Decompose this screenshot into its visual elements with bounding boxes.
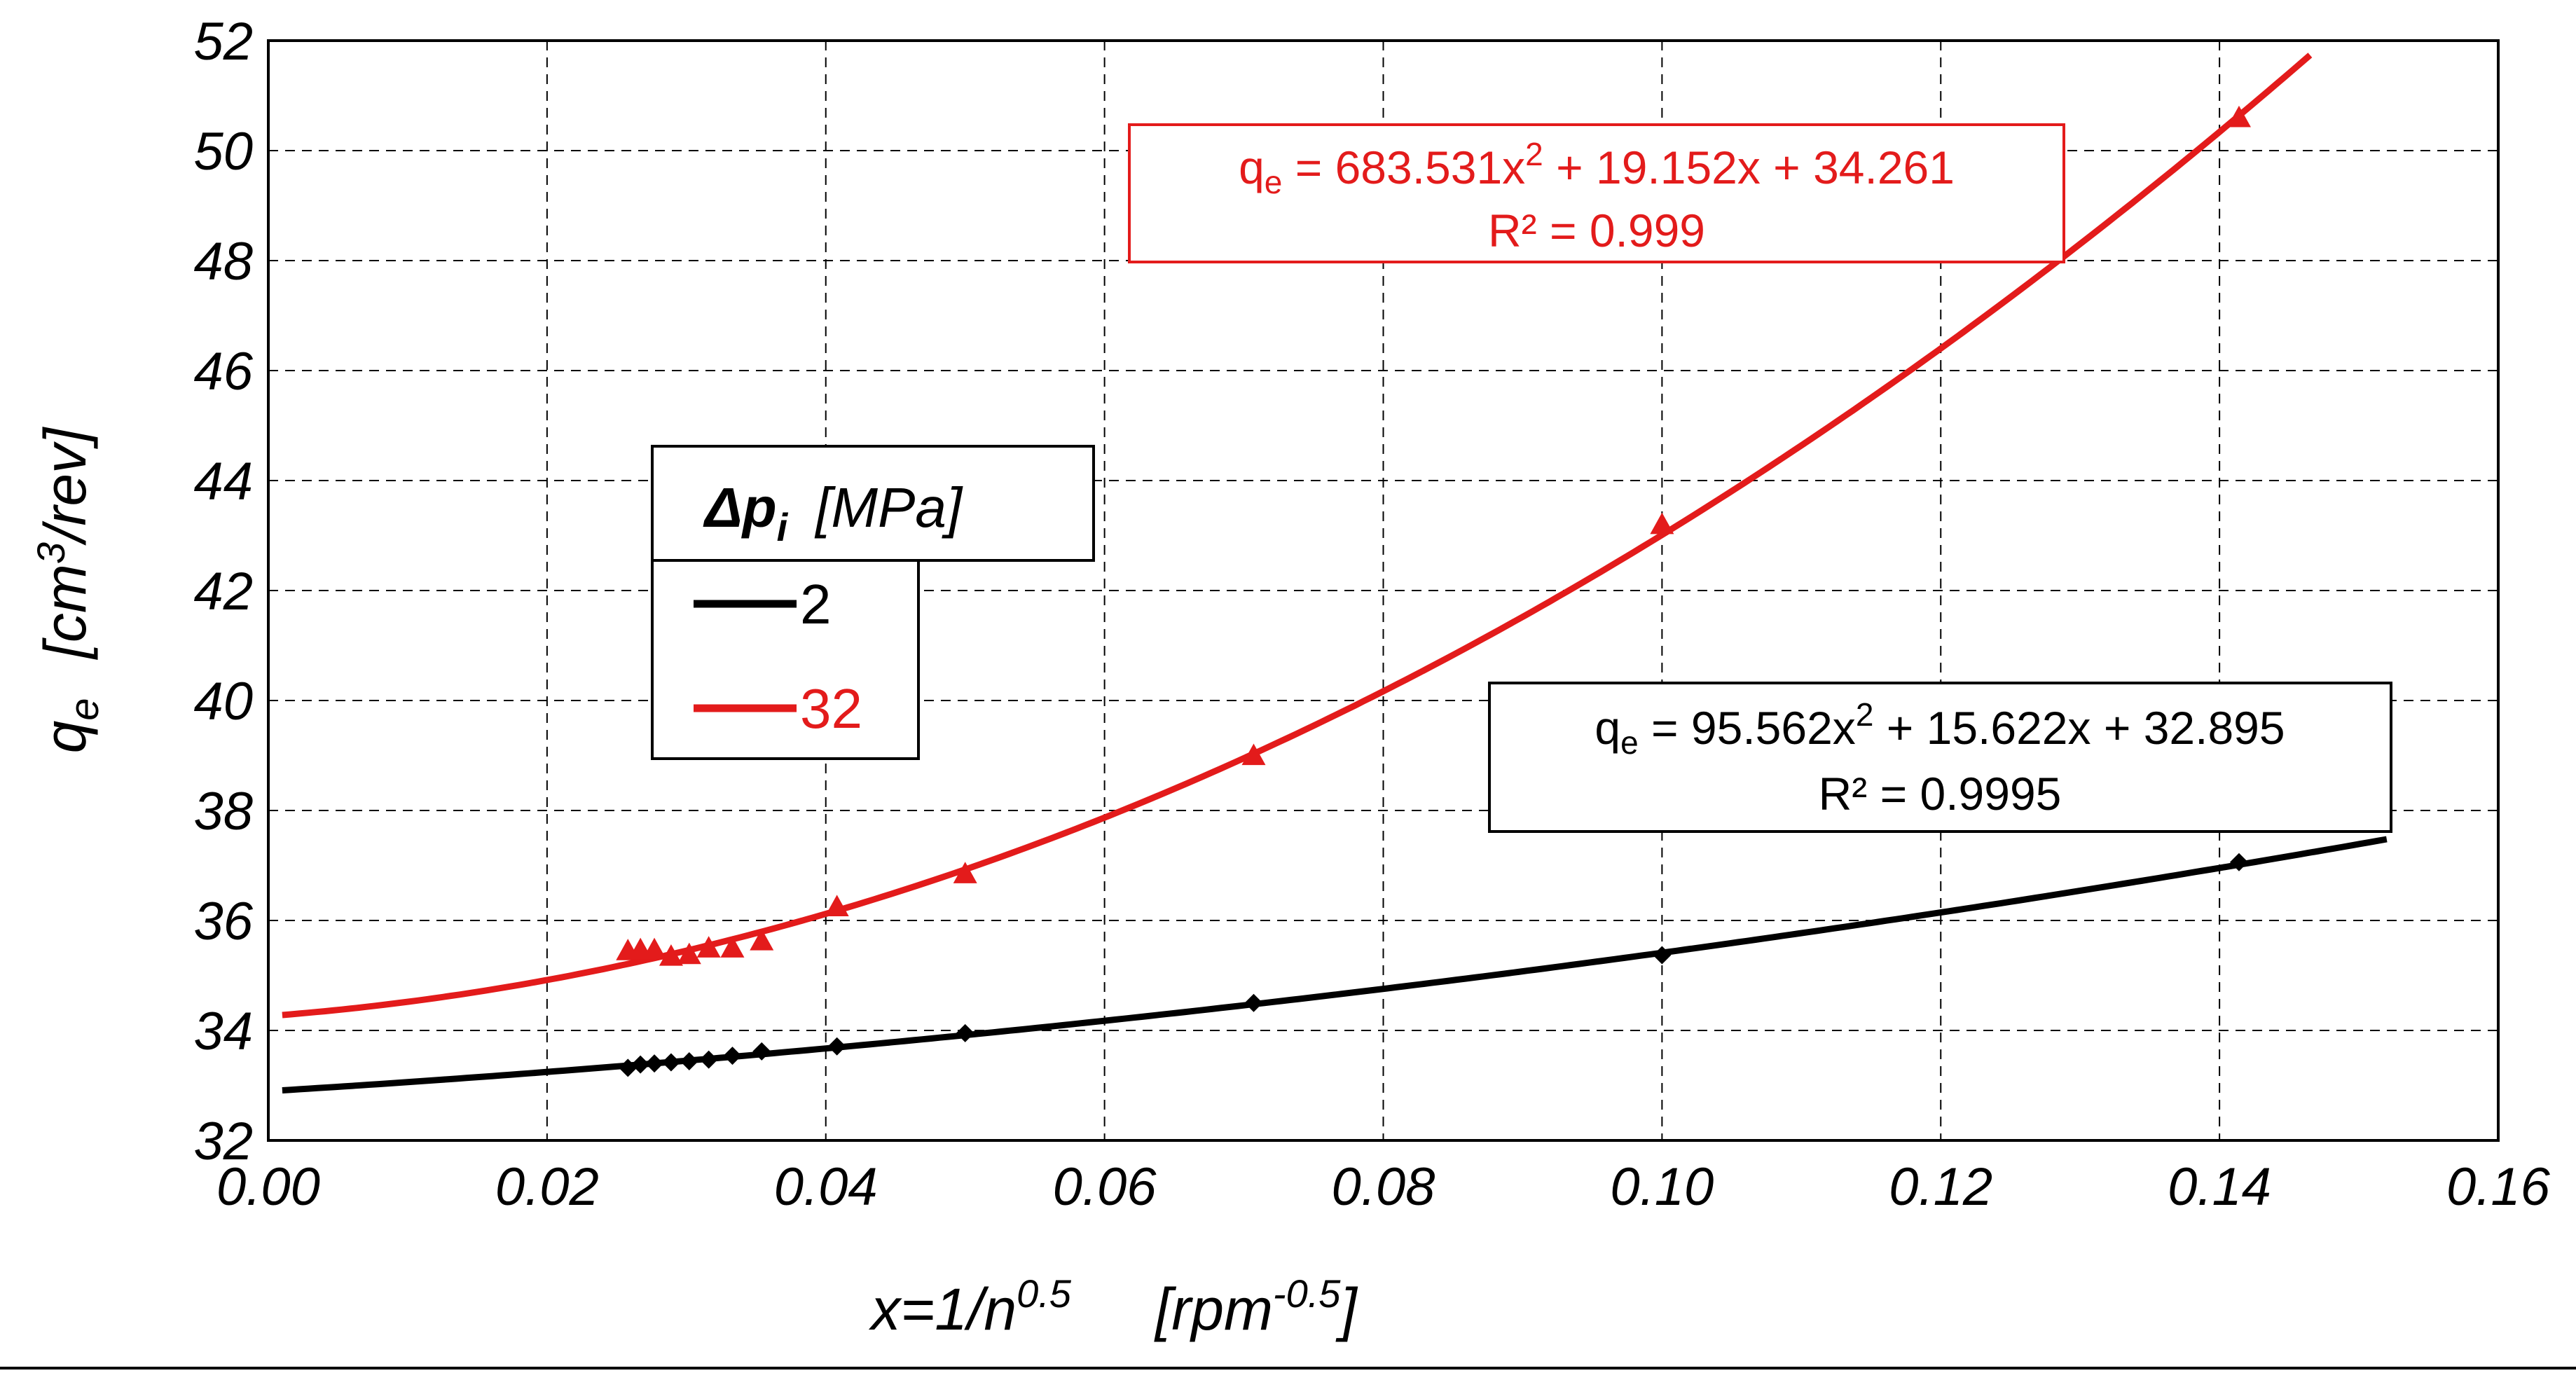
y-tick-label: 46 <box>193 342 253 401</box>
y-axis-symbol-sub: e <box>62 698 107 720</box>
eq32-mid: = 683.531x <box>1282 142 1525 193</box>
x-tick-label: 0.00 <box>216 1157 320 1217</box>
x-axis-unit-sup: -0.5 <box>1273 1271 1341 1316</box>
y-tick-label: 42 <box>193 562 253 621</box>
y-tick-label: 36 <box>193 892 253 951</box>
legend-label-32: 32 <box>800 677 862 740</box>
eq2-prefix: q <box>1594 702 1620 754</box>
data-point-32 <box>2226 105 2251 127</box>
y-tick-label: 44 <box>193 452 253 511</box>
eq32-suffix: + 19.152x + 34.261 <box>1543 142 1955 193</box>
x-tick-label: 0.04 <box>774 1157 878 1217</box>
y-tick-label: 38 <box>193 782 253 841</box>
data-point-32 <box>659 944 683 966</box>
y-axis-unit-prefix: [cm <box>32 564 98 660</box>
x-tick-label: 0.12 <box>1889 1157 1992 1217</box>
x-tick-labels: 0.00 0.02 0.04 0.06 0.08 0.10 0.12 0.14 0.16 <box>216 1157 2551 1217</box>
svg-text:qe[cm3/rev]: qe [cm3/rev] <box>29 427 107 753</box>
y-axis-label: qe [cm3/rev] <box>29 427 107 753</box>
y-tick-label: 40 <box>193 672 253 731</box>
equation-r2-32: R² = 0.999 <box>1488 205 1705 256</box>
fit-curve-32 <box>282 53 2313 1019</box>
data-point-32 <box>642 937 667 960</box>
x-tick-label: 0.02 <box>495 1157 599 1217</box>
data-point-32 <box>677 942 701 965</box>
legend-title-sub: i <box>777 505 789 549</box>
data-point-2 <box>699 1050 718 1069</box>
data-markers <box>616 105 2251 1077</box>
equation-border-32 <box>1128 123 2065 263</box>
eq32-sub: e <box>1265 164 1283 200</box>
equation-text-2: qe = 95.562x2 + 15.622x + 32.895 <box>1594 696 2285 761</box>
x-axis-unit-prefix: [rpm <box>1154 1276 1273 1342</box>
equation-text-32: qe = 683.531x2 + 19.152x + 34.261 <box>1239 136 1955 200</box>
equation-border-2 <box>1488 682 2392 833</box>
y-tick-label: 50 <box>193 122 253 181</box>
data-point-2 <box>956 1023 974 1042</box>
x-tick-label: 0.06 <box>1053 1157 1157 1217</box>
eq32-sup: 2 <box>1525 136 1543 172</box>
legend-title-unit: [MPa] <box>814 476 963 539</box>
equation-r2-2: R² = 0.9995 <box>1819 768 2062 820</box>
y-tick-label: 34 <box>193 1002 253 1061</box>
data-point-32 <box>1241 743 1266 766</box>
data-point-2 <box>1244 993 1263 1012</box>
data-point-2 <box>661 1053 680 1072</box>
x-tick-label: 0.16 <box>2446 1157 2551 1217</box>
x-tick-label: 0.10 <box>1610 1157 1714 1217</box>
eq2-suffix: + 15.622x + 32.895 <box>1873 702 2285 754</box>
data-point-2 <box>752 1042 771 1061</box>
data-point-2 <box>631 1055 650 1074</box>
data-point-32 <box>825 895 849 916</box>
data-point-32 <box>953 862 977 883</box>
y-axis-unit-suffix: /rev] <box>32 427 98 546</box>
data-point-2 <box>680 1051 698 1070</box>
y-axis-unit-sup: 3 <box>29 542 73 564</box>
data-point-32 <box>696 936 721 958</box>
data-point-2 <box>2229 853 2248 871</box>
y-tick-label: 48 <box>193 232 253 291</box>
data-point-32 <box>1650 512 1674 534</box>
legend-label-2: 2 <box>800 573 832 635</box>
y-tick-label: 52 <box>193 12 253 71</box>
x-tick-label: 0.14 <box>2168 1157 2271 1217</box>
y-tick-labels: 32 34 36 38 40 42 44 46 48 50 52 <box>193 12 253 1171</box>
equation-box-32: qe = 683.531x2 + 19.152x + 34.261 R² = 0… <box>1128 123 2065 263</box>
plot-area-border <box>267 39 2500 1142</box>
y-axis-symbol: q <box>32 720 98 753</box>
eq2-sup: 2 <box>1856 696 1874 733</box>
data-point-2 <box>619 1058 638 1077</box>
legend-title-symbol: Δp <box>703 476 777 539</box>
data-point-2 <box>723 1047 742 1065</box>
legend-title: Δpi [MPa] <box>703 476 963 549</box>
eq32-prefix: q <box>1239 142 1265 193</box>
data-point-2 <box>645 1054 664 1073</box>
equation-box-2: qe = 95.562x2 + 15.622x + 32.895 R² = 0.… <box>1488 682 2392 833</box>
data-point-32 <box>750 929 774 951</box>
eq2-sub: e <box>1620 724 1639 761</box>
data-point-2 <box>827 1037 846 1056</box>
x-axis-label: x=1/n0.5 [rpm-0.5] <box>868 1271 1358 1342</box>
x-axis-base-sup: 0.5 <box>1017 1271 1072 1316</box>
data-point-2 <box>1653 946 1672 965</box>
x-axis-base: x=1/n <box>868 1276 1017 1342</box>
data-point-32 <box>720 936 745 958</box>
legend-title-box <box>651 445 1095 562</box>
y-tick-label: 32 <box>193 1112 253 1171</box>
x-tick-label: 0.08 <box>1332 1157 1435 1217</box>
legend: Δpi [MPa] 2 32 <box>651 445 1095 760</box>
eq2-mid: = 95.562x <box>1639 702 1856 754</box>
